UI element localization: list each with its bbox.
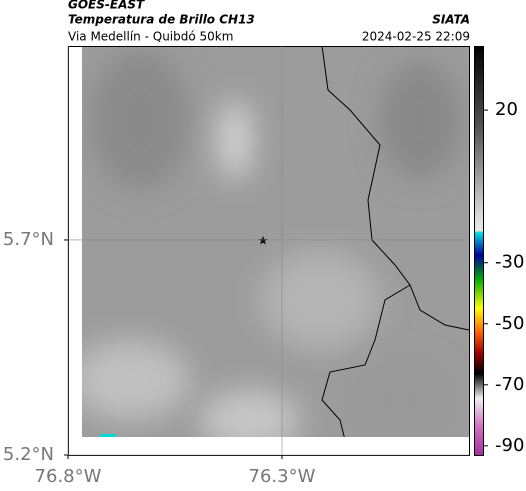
colorbar-tick-label: -90 (495, 435, 524, 456)
colorbar-tick-label: 20 (495, 99, 518, 120)
y-tick-label: 5.2°N (3, 444, 54, 465)
cold-pixel (100, 434, 116, 437)
x-tick-label: 76.3°W (249, 466, 316, 487)
colorbar-tick-label: -50 (495, 313, 524, 334)
x-tick-label: 76.8°W (35, 466, 102, 487)
location-marker: ★ (258, 234, 269, 248)
colorbar-tick-label: -70 (495, 374, 524, 395)
colorbar (474, 46, 484, 456)
route: Via Medellín - Quibdó 50km (68, 30, 233, 44)
y-tick-label: 5.7°N (3, 229, 54, 250)
satellite-image (82, 46, 469, 437)
source: SIATA (432, 13, 470, 27)
map-frame (68, 46, 470, 456)
subtitle: Temperatura de Brillo CH13 (68, 13, 255, 27)
timestamp: 2024-02-25 22:09 (362, 30, 470, 44)
title: GOES-EAST (68, 0, 145, 12)
colorbar-tick-label: -30 (495, 252, 524, 273)
